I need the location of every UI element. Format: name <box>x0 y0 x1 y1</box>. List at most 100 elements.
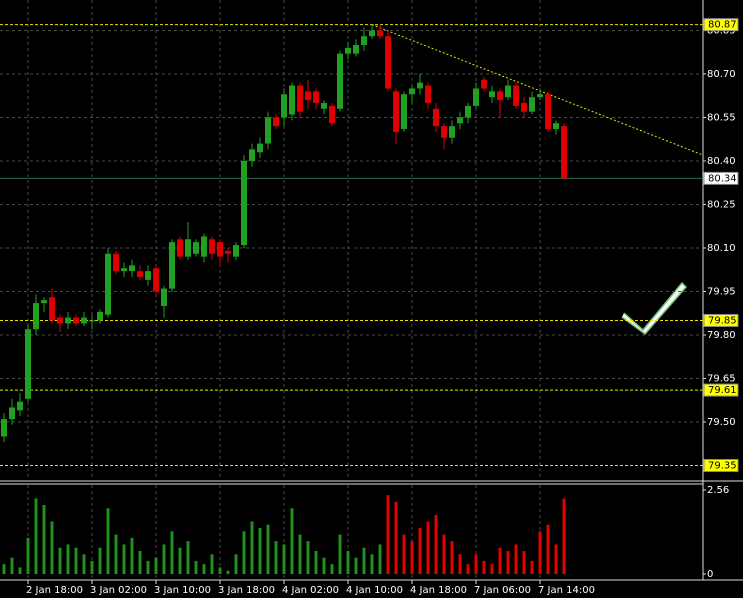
candle-body <box>361 36 367 45</box>
y-tick-label: 80.25 <box>707 199 736 210</box>
y-tick-label: 80.70 <box>707 69 736 80</box>
x-tick-label: 4 Jan 02:00 <box>282 585 339 596</box>
volume-bar <box>162 544 166 574</box>
volume-bar <box>226 570 230 574</box>
volume-bar <box>18 567 22 574</box>
volume-bar <box>514 544 518 574</box>
candle-body <box>369 30 375 37</box>
candle-body <box>233 245 239 257</box>
candle-body <box>425 85 431 103</box>
candle-body <box>289 85 295 115</box>
candle-body <box>137 271 143 277</box>
x-tick-label: 2 Jan 18:00 <box>26 585 83 596</box>
volume-bar <box>10 557 14 574</box>
volume-bar <box>354 557 358 574</box>
volume-bar <box>362 547 366 574</box>
candle-body <box>297 85 303 112</box>
volume-bar <box>74 547 78 574</box>
candle-body <box>169 242 175 289</box>
x-tick-label: 7 Jan 06:00 <box>474 585 531 596</box>
volume-bar <box>186 541 190 574</box>
x-tick-label: 7 Jan 14:00 <box>538 585 595 596</box>
volume-bar <box>250 521 254 574</box>
volume-bar <box>554 544 558 574</box>
candle-body <box>305 91 311 101</box>
volume-bar <box>154 557 158 574</box>
y-tick-label: 79.65 <box>707 373 736 384</box>
check-mark-icon <box>621 281 688 336</box>
candle-body <box>401 94 407 130</box>
candle-body <box>273 117 279 127</box>
volume-bar <box>266 524 270 574</box>
volume-bar <box>418 528 422 574</box>
x-tick-label: 4 Jan 18:00 <box>410 585 467 596</box>
level-label: 79.61 <box>708 385 737 396</box>
candle-body <box>17 401 23 411</box>
candle-body <box>561 126 567 179</box>
candle-body <box>521 102 527 112</box>
volume-bar <box>458 554 462 574</box>
candle-body <box>393 91 399 132</box>
volume-bar <box>314 551 318 574</box>
candle-body <box>177 239 183 257</box>
candle-body <box>337 53 343 109</box>
candle-body <box>257 143 263 153</box>
volume-bar <box>346 551 350 574</box>
volume-bar <box>242 531 246 574</box>
candle-body <box>345 47 351 54</box>
candle-body <box>33 303 39 330</box>
level-box <box>703 18 739 32</box>
volume-bar <box>2 564 6 574</box>
y-tick-label: 79.95 <box>707 286 736 297</box>
candle-body <box>537 94 543 98</box>
candle-body <box>225 250 231 254</box>
candle-body <box>449 126 455 138</box>
volume-bar <box>498 547 502 574</box>
x-tick-label: 3 Jan 18:00 <box>218 585 275 596</box>
volume-bar <box>410 541 414 574</box>
volume-bar <box>282 544 286 574</box>
volume-bar <box>338 534 342 574</box>
candle-body <box>385 36 391 89</box>
volume-bar <box>58 547 62 574</box>
volume-bar <box>178 547 182 574</box>
candle-body <box>89 320 95 322</box>
volume-bar <box>530 560 534 574</box>
volume-bar <box>546 524 550 574</box>
candle-body <box>241 160 247 246</box>
volume-bar <box>426 521 430 574</box>
level-label: 80.87 <box>708 20 737 31</box>
volume-bar <box>274 541 278 574</box>
volume-bar <box>218 567 222 574</box>
volume-bar <box>194 560 198 574</box>
volume-bar <box>82 554 86 574</box>
volume-bar <box>538 531 542 574</box>
candle-body <box>201 236 207 257</box>
volume-bar <box>114 534 118 574</box>
candle-body <box>433 108 439 127</box>
volume-bar <box>522 551 526 574</box>
volume-bar <box>394 501 398 574</box>
volume-bar <box>378 544 382 574</box>
volume-bar <box>490 564 494 574</box>
volume-bar <box>434 514 438 574</box>
candle-body <box>57 317 63 324</box>
candle-body <box>265 117 271 144</box>
x-tick-label: 4 Jan 10:00 <box>346 585 403 596</box>
volume-bar <box>26 537 30 574</box>
candle-body <box>281 94 287 118</box>
y-tick-label: 80.10 <box>707 243 736 254</box>
candle-body <box>73 317 79 324</box>
volume-bar <box>170 531 174 574</box>
level-label: 79.85 <box>708 315 737 326</box>
volume-bar <box>442 534 446 574</box>
candle-body <box>97 311 103 321</box>
x-tick-label: 3 Jan 02:00 <box>90 585 147 596</box>
volume-bar <box>42 505 46 574</box>
volume-bar <box>306 541 310 574</box>
volume-bar <box>234 554 238 574</box>
volume-bar <box>506 551 510 574</box>
candle-body <box>313 91 319 103</box>
